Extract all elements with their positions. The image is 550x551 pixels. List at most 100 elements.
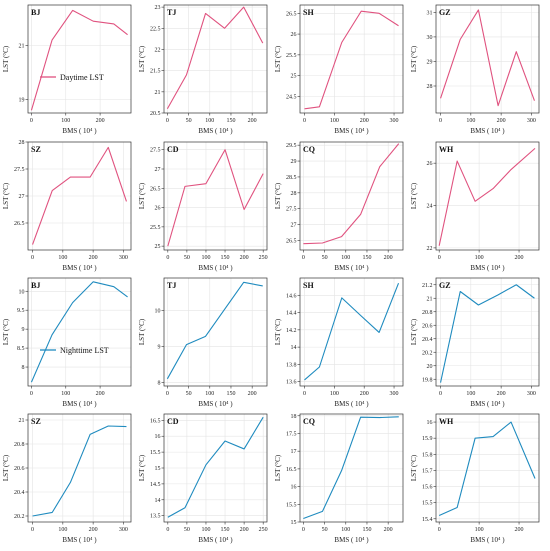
y-tick-label: 20.4 bbox=[422, 337, 433, 343]
x-axis-label: BMS ( 10⁴ ) bbox=[62, 127, 97, 135]
y-axis-label: LST (°C) bbox=[274, 45, 282, 72]
y-axis-label: LST (°C) bbox=[2, 454, 10, 481]
y-tick-label: 14 bbox=[155, 498, 161, 504]
y-tick-label: 26.5 bbox=[286, 11, 297, 17]
y-tick-label: 27.5 bbox=[14, 167, 25, 173]
y-tick-label: 22.5 bbox=[150, 26, 161, 32]
x-tick-label: 250 bbox=[259, 255, 268, 261]
y-tick-label: 15.9 bbox=[422, 436, 433, 442]
city-label: BJ bbox=[31, 8, 40, 17]
city-label: SZ bbox=[31, 417, 41, 426]
x-tick-label: 250 bbox=[259, 527, 268, 533]
y-tick-label: 23 bbox=[155, 5, 161, 11]
x-tick-label: 150 bbox=[226, 391, 235, 397]
x-axis-label: BMS ( 10⁴ ) bbox=[470, 400, 505, 408]
subplot-gz-night: 0 100 200 300 19.8 20 20.2 20.4 20.6 20.8 21 21.2 BM… bbox=[410, 277, 540, 408]
x-tick-label: 100 bbox=[61, 118, 70, 124]
x-axis-label: BMS ( 10⁴ ) bbox=[198, 127, 233, 135]
y-tick-label: 20.8 bbox=[422, 310, 433, 316]
x-tick-label: 0 bbox=[166, 118, 169, 124]
plot-frame bbox=[27, 277, 132, 387]
y-axis-label: LST (°C) bbox=[2, 45, 10, 72]
plot-frame bbox=[299, 413, 404, 523]
x-tick-label: 50 bbox=[322, 527, 328, 533]
plot-frame bbox=[163, 141, 268, 251]
x-tick-label: 0 bbox=[302, 255, 305, 261]
y-tick-label: 20.6 bbox=[422, 323, 433, 329]
y-tick-label: 15.6 bbox=[422, 485, 433, 491]
x-tick-label: 200 bbox=[515, 255, 524, 261]
x-tick-label: 100 bbox=[201, 527, 210, 533]
city-label: WH bbox=[439, 145, 454, 154]
series-line-sh bbox=[304, 282, 400, 381]
subplot-sz-day: 0 100 200 300 26.5 27 27.5 28 BMS ( 10⁴ ) LST (°C… bbox=[2, 140, 132, 272]
y-tick-label: 27.5 bbox=[286, 207, 297, 213]
y-tick-label: 29.5 bbox=[286, 143, 297, 149]
y-tick-label: 14 bbox=[291, 345, 297, 351]
y-tick-label: 28 bbox=[291, 191, 297, 197]
x-tick-label: 50 bbox=[184, 527, 190, 533]
y-tick-label: 15.8 bbox=[422, 452, 433, 458]
y-tick-label: 27 bbox=[155, 167, 161, 173]
x-tick-label: 300 bbox=[527, 391, 536, 397]
y-tick-label: 25 bbox=[291, 74, 297, 80]
x-tick-label: 100 bbox=[205, 391, 214, 397]
city-label: CQ bbox=[303, 145, 315, 154]
y-axis-label: LST (°C) bbox=[2, 318, 10, 345]
subplot-sh-day: 0 100 200 300 24.5 25 25.5 26 26.5 BMS ( 10⁴ ) LST… bbox=[274, 4, 404, 135]
y-tick-label: 26.5 bbox=[286, 238, 297, 244]
x-axis-label: BMS ( 10⁴ ) bbox=[198, 536, 233, 544]
x-tick-label: 0 bbox=[31, 255, 34, 261]
y-tick-label: 14.6 bbox=[286, 293, 297, 299]
series-line-bj bbox=[30, 9, 128, 111]
y-tick-label: 21.5 bbox=[150, 69, 161, 75]
x-tick-label: 200 bbox=[96, 118, 105, 124]
series-line-gz bbox=[440, 9, 535, 107]
city-label: SH bbox=[303, 281, 314, 290]
x-tick-label: 0 bbox=[438, 527, 441, 533]
x-axis-label: BMS ( 10⁴ ) bbox=[334, 264, 369, 272]
x-axis-label: BMS ( 10⁴ ) bbox=[470, 536, 505, 544]
x-axis-label: BMS ( 10⁴ ) bbox=[62, 536, 97, 544]
y-tick-label: 30 bbox=[427, 35, 433, 41]
y-tick-label: 21 bbox=[427, 296, 433, 302]
y-tick-label: 24 bbox=[427, 204, 433, 210]
subplot-wh-day: 0 100 200 22 24 26 BMS ( 10⁴ ) LST (°C) WH bbox=[410, 141, 540, 272]
y-tick-label: 28.5 bbox=[286, 175, 297, 181]
x-tick-label: 50 bbox=[186, 118, 192, 124]
x-tick-label: 300 bbox=[527, 118, 536, 124]
y-tick-label: 13.6 bbox=[286, 380, 297, 386]
x-tick-label: 100 bbox=[201, 255, 210, 261]
y-tick-label: 10 bbox=[155, 308, 161, 314]
x-tick-label: 0 bbox=[30, 118, 33, 124]
plot-frame bbox=[435, 4, 540, 114]
y-tick-label: 16 bbox=[427, 420, 433, 426]
y-tick-label: 17 bbox=[291, 449, 297, 455]
y-tick-label: 9 bbox=[22, 327, 25, 333]
y-tick-label: 26.5 bbox=[14, 221, 25, 227]
x-axis-label: BMS ( 10⁴ ) bbox=[334, 536, 369, 544]
y-tick-label: 16 bbox=[155, 434, 161, 440]
x-tick-label: 200 bbox=[240, 527, 249, 533]
y-tick-label: 13.8 bbox=[286, 362, 297, 368]
y-tick-label: 14.5 bbox=[150, 482, 161, 488]
x-tick-label: 200 bbox=[240, 255, 249, 261]
y-axis-label: LST (°C) bbox=[2, 182, 10, 209]
city-label: GZ bbox=[439, 281, 451, 290]
x-tick-label: 200 bbox=[248, 118, 257, 124]
x-tick-label: 0 bbox=[166, 391, 169, 397]
y-axis-label: LST (°C) bbox=[410, 318, 418, 345]
x-axis-label: BMS ( 10⁴ ) bbox=[62, 264, 97, 272]
y-tick-label: 19.8 bbox=[422, 377, 433, 383]
x-tick-label: 200 bbox=[360, 118, 369, 124]
y-axis-label: LST (°C) bbox=[274, 182, 282, 209]
subplot-gz-day: 0 100 200 300 28 29 30 31 BMS ( 10⁴ ) LST (°C) GZ bbox=[410, 4, 540, 135]
y-axis-label: LST (°C) bbox=[138, 454, 146, 481]
y-tick-label: 14.2 bbox=[286, 328, 297, 334]
y-axis-label: LST (°C) bbox=[410, 45, 418, 72]
city-label: WH bbox=[439, 417, 454, 426]
x-tick-label: 150 bbox=[362, 255, 371, 261]
city-label: SH bbox=[303, 8, 314, 17]
subplot-cq-day: 0 50 100 150 200 26.5 27 27.5 28 28.5 29 29.5 BMS ( … bbox=[274, 141, 404, 272]
x-tick-label: 300 bbox=[119, 527, 128, 533]
